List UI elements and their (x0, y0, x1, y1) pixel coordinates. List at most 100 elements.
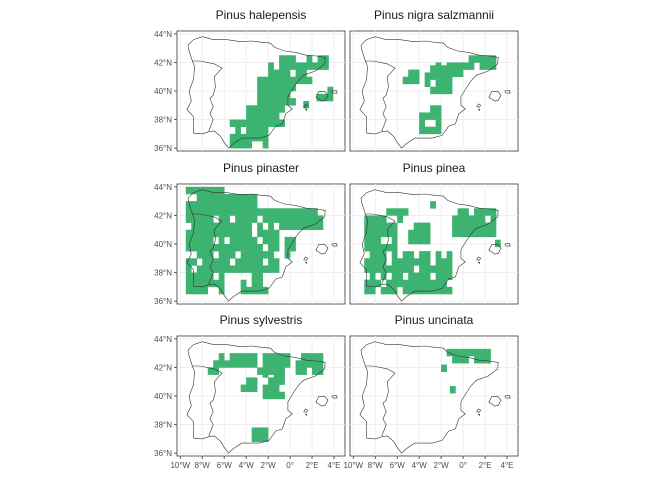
occurrence-cell (380, 286, 387, 295)
occurrence-cell (463, 62, 469, 70)
occurrence-cell (430, 265, 436, 273)
occurrence-cell (295, 215, 302, 223)
occurrence-cell (235, 360, 241, 368)
occurrence-cell (251, 272, 258, 281)
occurrence-cell (251, 126, 258, 135)
occurrence-cell (257, 83, 263, 92)
occurrence-cell (441, 272, 447, 281)
occurrence-cell (446, 265, 453, 273)
occurrence-cell (369, 215, 376, 223)
occurrence-cell (191, 279, 198, 288)
occurrence-cell (262, 229, 269, 238)
occurrence-cell (380, 222, 387, 231)
occurrence-cell (196, 279, 203, 288)
occurrence-cell (380, 272, 387, 281)
occurrence-cell (213, 208, 220, 216)
occurrence-cell (246, 201, 252, 209)
occurrence-cell (191, 258, 198, 266)
occurrence-cell (312, 208, 318, 216)
occurrence-cell (463, 222, 469, 231)
y-tick-label: 36°N (154, 449, 172, 458)
occurrence-cell (246, 229, 252, 238)
map-panel-uncinata (349, 335, 519, 457)
occurrence-cell (235, 244, 241, 252)
occurrence-cell (397, 265, 404, 273)
occurrence-cell (452, 222, 458, 231)
occurrence-cell (457, 348, 464, 357)
y-tick-label: 40°N (154, 240, 172, 249)
occurrence-cell (386, 222, 393, 231)
occurrence-cell (229, 251, 236, 259)
occurrence-cell (435, 86, 442, 95)
occurrence-cell (301, 62, 307, 70)
occurrence-cell (391, 265, 398, 273)
occurrence-cell (295, 222, 302, 231)
occurrence-cell (424, 112, 431, 120)
balearic-island-outline (488, 91, 502, 102)
occurrence-cell (380, 251, 387, 259)
occurrence-cell (191, 272, 198, 281)
occurrence-cell (257, 244, 263, 252)
occurrence-cell (391, 279, 398, 288)
balearic-island-outline (476, 103, 482, 108)
balearic-island-outline (304, 108, 307, 111)
occurrence-cell (240, 244, 247, 252)
occurrence-cell (430, 279, 436, 288)
occurrence-cell (268, 353, 274, 361)
occurrence-cell (323, 55, 329, 63)
occurrence-cell (430, 86, 436, 95)
occurrence-cell (273, 360, 280, 368)
occurrence-cell (246, 353, 252, 361)
x-tick-label: 2°E (479, 461, 492, 470)
occurrence-cell (424, 272, 431, 281)
occurrence-cell (251, 208, 258, 216)
occurrence-cell (262, 133, 269, 142)
iberia-outline (359, 341, 499, 454)
occurrence-cell (441, 258, 447, 266)
occurrence-cell (386, 208, 393, 216)
occurrence-cell (246, 208, 252, 216)
x-tick-label: 6°W (390, 461, 406, 470)
occurrence-cell (196, 201, 203, 209)
balearic-island-outline (504, 89, 511, 94)
occurrence-cell (257, 251, 263, 259)
occurrence-cell (224, 360, 231, 368)
occurrence-cell (424, 258, 431, 266)
occurrence-cell (251, 427, 258, 435)
x-tick-label: 4°W (412, 461, 428, 470)
occurrence-cell (207, 265, 214, 273)
occurrence-cell (408, 286, 414, 295)
occurrence-cell (375, 222, 382, 231)
x-tick-label: 2°W (261, 461, 277, 470)
occurrence-cell (262, 353, 269, 361)
occurrence-cell (375, 236, 382, 245)
occurrence-cell (441, 265, 447, 273)
occurrence-cell (273, 353, 280, 361)
occurrence-cell (257, 265, 263, 273)
occurrence-cell (229, 194, 236, 202)
occurrence-cell (279, 215, 285, 223)
occurrence-cell (301, 222, 307, 231)
occurrence-cell (408, 272, 414, 281)
occurrence-cell (229, 265, 236, 273)
occurrence-cell (468, 55, 475, 63)
occurrence-cell (257, 427, 263, 435)
occurrence-cell (273, 265, 280, 273)
country-border (365, 60, 396, 132)
balearic-island-outline (477, 108, 480, 111)
occurrence-cell (479, 348, 486, 357)
occurrence-cell (235, 208, 241, 216)
occurrence-cell (327, 86, 334, 95)
occurrence-cell (229, 208, 236, 216)
occurrence-cell (207, 229, 214, 238)
occurrence-cell (202, 244, 209, 252)
occurrence-cell (257, 98, 263, 106)
occurrence-cell (224, 201, 231, 209)
occurrence-cell (262, 105, 269, 113)
occurrence-cell (290, 244, 296, 252)
occurrence-cell (224, 244, 231, 252)
occurrence-cell (369, 229, 376, 238)
occurrence-cell (235, 236, 241, 245)
occurrence-cell (424, 72, 431, 80)
